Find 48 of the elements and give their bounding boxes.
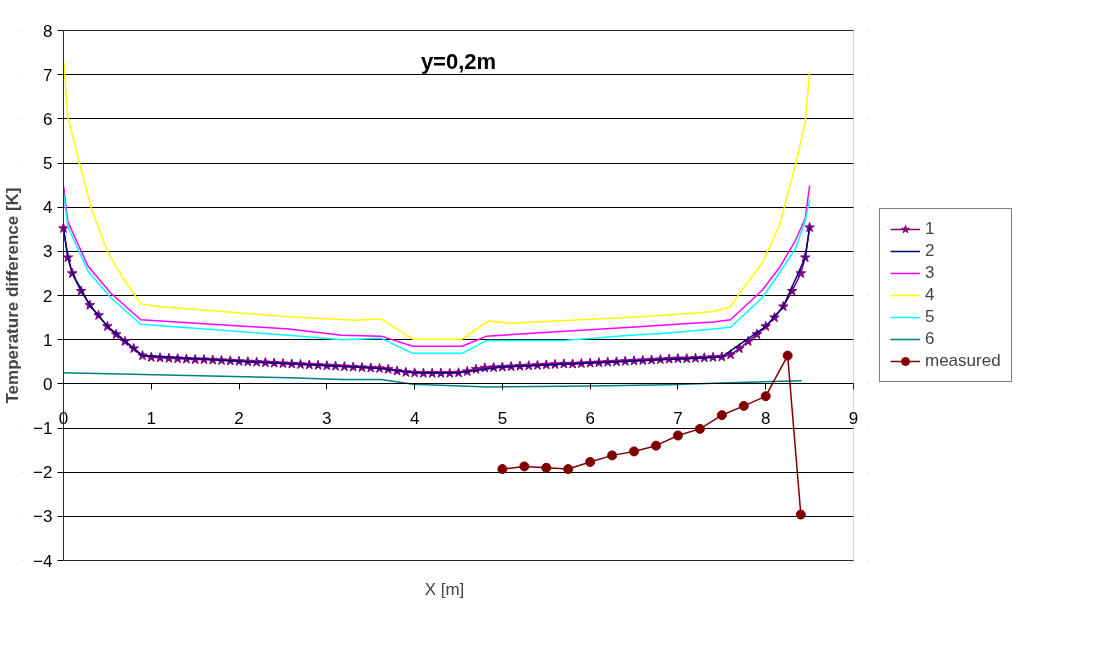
- x-axis-title: X [m]: [424, 579, 465, 599]
- point: [519, 461, 530, 472]
- legend-label: 1: [925, 219, 936, 239]
- x-tick-label: 2: [234, 408, 244, 428]
- y-tick-label: 2: [43, 286, 53, 306]
- y-tick-label: 4: [43, 198, 53, 218]
- x-tick-label: 3: [322, 408, 332, 428]
- text: y=0,2m: [420, 48, 497, 74]
- x-tick-label: 7: [673, 408, 683, 428]
- point: [651, 440, 661, 451]
- point: [607, 450, 618, 461]
- legend-label: 5: [925, 307, 936, 327]
- x-tick-label: 1: [146, 408, 157, 428]
- x-tick-label: 4: [409, 408, 420, 428]
- point: [795, 509, 806, 520]
- legend-label: 2: [925, 241, 936, 261]
- legend-label: 3: [925, 263, 936, 283]
- y-tick-label: 8: [43, 21, 53, 41]
- x-tick-label: 6: [585, 408, 595, 428]
- y-tick-label: −3: [33, 507, 53, 527]
- point: [672, 430, 683, 441]
- point: [585, 457, 596, 467]
- point: [497, 464, 508, 475]
- point: [738, 400, 749, 411]
- point: [782, 350, 793, 361]
- y-tick-label: −4: [33, 551, 53, 571]
- legend-label: measured: [925, 351, 1001, 371]
- point: [563, 464, 574, 475]
- legend-label: 4: [925, 285, 936, 305]
- point: [694, 423, 705, 434]
- y-tick-label: 3: [43, 242, 53, 262]
- y-tick-label: 5: [43, 154, 53, 173]
- y-tick-label: 0: [43, 374, 53, 394]
- point: [541, 462, 552, 473]
- point: [629, 446, 640, 457]
- x-tick-label: 5: [497, 408, 508, 428]
- x-tick-label: 8: [760, 408, 771, 428]
- y-tick-label: −2: [33, 463, 53, 483]
- y-tick-label: 6: [43, 109, 53, 129]
- x-tick-label: 9: [848, 408, 859, 428]
- point: [760, 391, 771, 402]
- y-tick-label: 7: [43, 65, 53, 85]
- legend-label: 6: [925, 329, 936, 349]
- y-tick-label: −1: [33, 419, 53, 438]
- y-axis-title: Temperature difference [K]: [2, 187, 22, 404]
- y-tick-label: 1: [43, 330, 53, 350]
- point: [716, 410, 727, 421]
- line-series: [62, 372, 803, 388]
